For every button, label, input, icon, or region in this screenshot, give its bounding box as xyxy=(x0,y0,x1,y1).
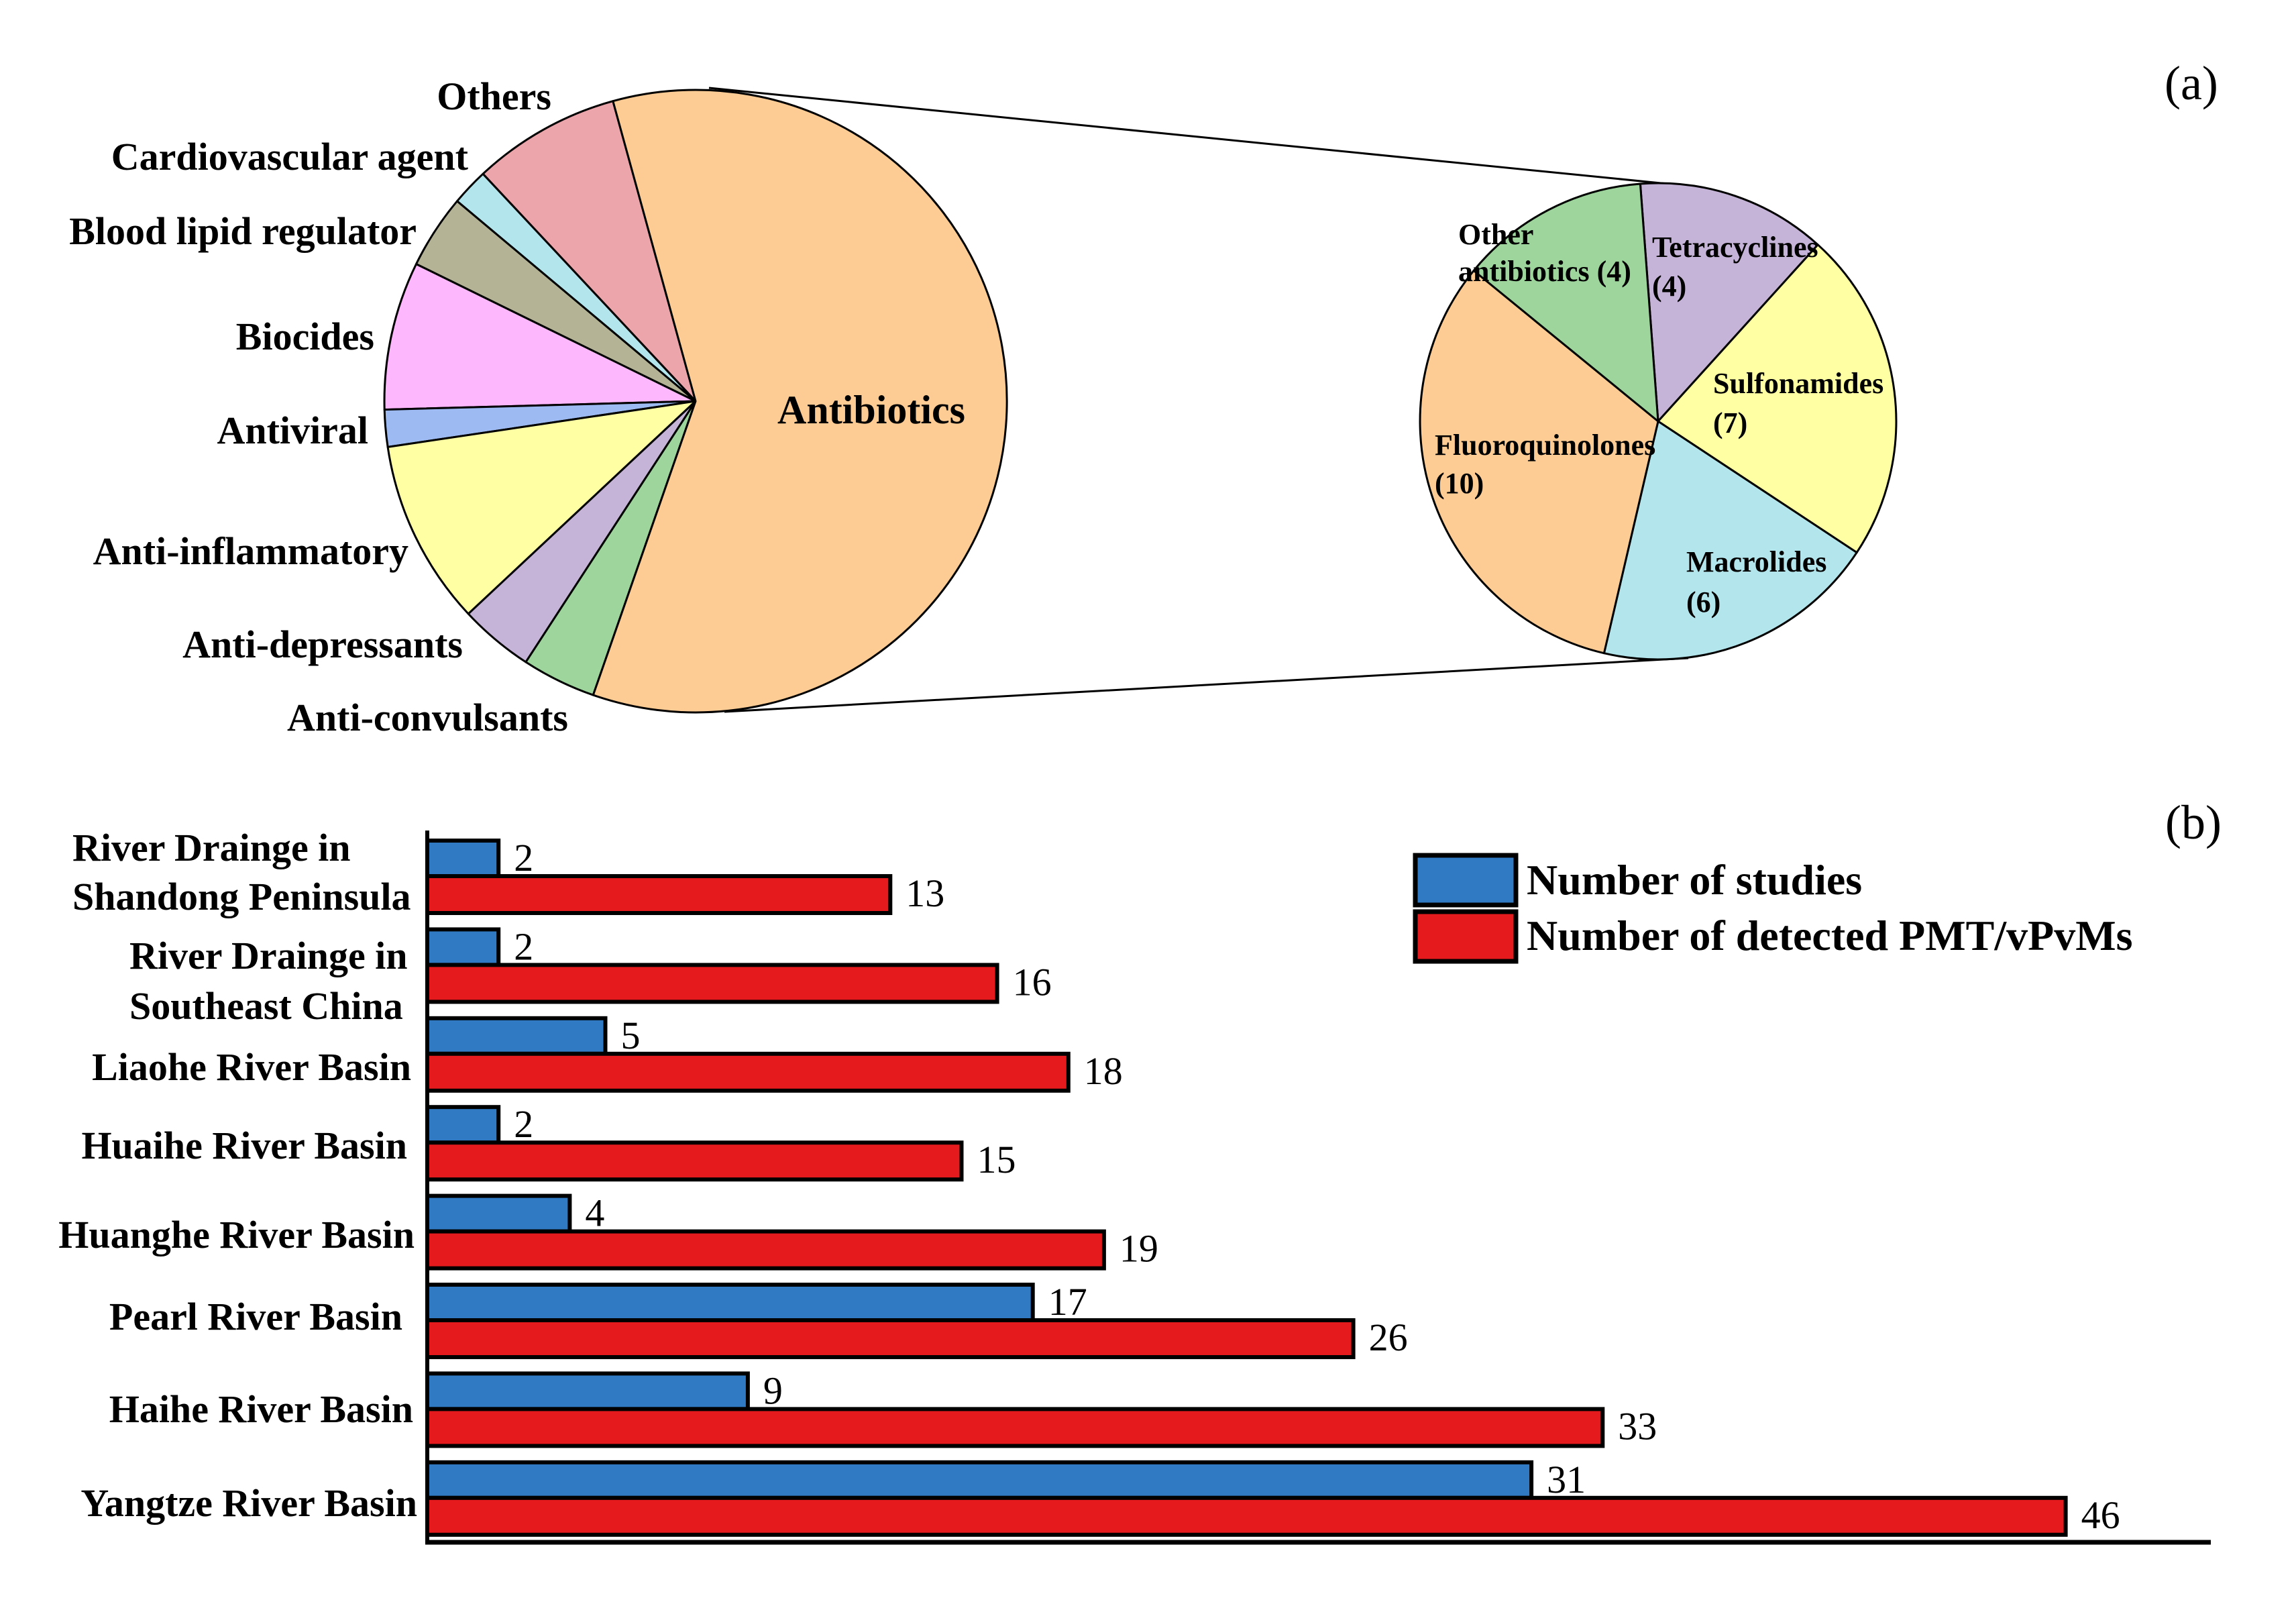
bar-detected-haihe-river-basin xyxy=(425,1407,1605,1448)
inset-pie-slice-fluoroquinolones xyxy=(1419,269,1659,655)
legend-swatch-studies xyxy=(1413,853,1519,908)
inset-pie-slice-other-antibiotics xyxy=(1472,182,1659,423)
value-label-studies-huaihe-river-basin: 2 xyxy=(514,1102,533,1146)
value-label-detected-huanghe-river-basin: 19 xyxy=(1119,1227,1158,1271)
bar-studies-haihe-river-basin xyxy=(425,1371,750,1411)
bar-group-haihe-river-basin: 9 33 Haihe River Basin xyxy=(109,1369,1657,1448)
legend-label-studies: Number of studies xyxy=(1527,856,1862,904)
bar-group-huanghe-river-basin: 4 19 Huanghe River Basin xyxy=(58,1191,1158,1271)
category-label-river-drainge-in-southeast-china-line-2: Southeast China xyxy=(129,984,403,1028)
bar-studies-river-drainge-in-shandong-peninsula xyxy=(425,839,501,878)
value-label-studies-river-drainge-in-southeast-china: 2 xyxy=(514,924,533,968)
pie-label-anti-depressants: Anti-depressants xyxy=(182,623,463,666)
panel-label-a: (a) xyxy=(2165,56,2218,110)
pie-label-antiviral: Antiviral xyxy=(217,409,368,452)
value-label-detected-liaohe-river-basin: 18 xyxy=(1084,1049,1123,1093)
category-label-pearl-river-basin: Pearl River Basin xyxy=(109,1295,402,1338)
main-pie-slice-anti-inflammatory xyxy=(386,400,697,615)
inset-pie-slice-tetracyclines xyxy=(1639,182,1819,423)
panel-label-b: (b) xyxy=(2165,796,2222,849)
inset-count-other-antibiotics: antibiotics (4) xyxy=(1458,255,1631,288)
bar-detected-yangtze-river-basin xyxy=(425,1495,2068,1537)
pie-label-anti-convulsants: Anti-convulsants xyxy=(287,696,568,739)
value-label-detected-river-drainge-in-southeast-china: 16 xyxy=(1013,960,1052,1004)
bar-group-huaihe-river-basin: 2 15 Huaihe River Basin xyxy=(81,1102,1016,1182)
legend: Number of studies Number of detected PMT… xyxy=(1413,853,2133,964)
inset-label-sulfonamides: Sulfonamides xyxy=(1713,367,1883,400)
inset-label-fluoroquinolones: Fluoroquinolones xyxy=(1435,429,1655,462)
category-label-huanghe-river-basin: Huanghe River Basin xyxy=(58,1213,415,1257)
value-label-detected-river-drainge-in-shandong-peninsula: 13 xyxy=(906,871,944,915)
bar-group-river-drainge-in-shandong-peninsula: 2 13 River Drainge in Shandong Peninsula xyxy=(72,826,944,918)
inset-count-sulfonamides: (7) xyxy=(1713,407,1747,439)
inset-label-other-antibiotics: Other xyxy=(1458,218,1533,251)
category-label-yangtze-river-basin: Yangtze River Basin xyxy=(80,1481,417,1525)
value-label-detected-yangtze-river-basin: 46 xyxy=(2081,1493,2120,1537)
legend-label-detected: Number of detected PMT/vPvMs xyxy=(1527,912,2133,959)
pie-label-antibiotics: Antibiotics xyxy=(777,388,965,432)
inset-pie-slice-sulfonamides xyxy=(1657,244,1898,554)
bar-detected-river-drainge-in-shandong-peninsula xyxy=(425,874,893,915)
category-label-river-drainge-in-shandong-peninsula-line-2: Shandong Peninsula xyxy=(72,875,411,918)
bar-detected-liaohe-river-basin xyxy=(425,1051,1071,1093)
pie-label-anti-inflammatory: Anti-inflammatory xyxy=(93,529,408,573)
bar-group-pearl-river-basin: 17 26 Pearl River Basin xyxy=(109,1280,1408,1359)
value-label-studies-haihe-river-basin: 9 xyxy=(763,1369,783,1412)
bar-studies-river-drainge-in-southeast-china xyxy=(425,927,501,967)
category-label-haihe-river-basin: Haihe River Basin xyxy=(109,1387,413,1431)
pie-label-blood-lipid-regulator: Blood lipid regulator xyxy=(69,209,417,253)
value-label-studies-pearl-river-basin: 17 xyxy=(1048,1280,1087,1324)
bar-detected-river-drainge-in-southeast-china xyxy=(425,963,999,1004)
antibiotics-pie-chart xyxy=(1419,182,1898,661)
bar-studies-huaihe-river-basin xyxy=(425,1105,501,1145)
value-label-studies-river-drainge-in-shandong-peninsula: 2 xyxy=(514,836,533,879)
main-pie-slice-antibiotics xyxy=(592,89,1008,714)
pie-label-cardiovascular-agent: Cardiovascular agent xyxy=(111,135,469,178)
inset-pie-slice-macrolides xyxy=(1602,420,1858,661)
inset-label-macrolides: Macrolides xyxy=(1686,545,1826,578)
panel-a: Others Cardiovascular agent Blood lipid … xyxy=(69,56,2218,739)
bar-studies-huanghe-river-basin xyxy=(425,1193,572,1234)
bar-studies-liaohe-river-basin xyxy=(425,1016,608,1056)
bar-studies-yangtze-river-basin xyxy=(425,1460,1534,1500)
value-label-detected-haihe-river-basin: 33 xyxy=(1618,1404,1657,1448)
connector-line-bottom xyxy=(724,657,1689,713)
bar-group-river-drainge-in-southeast-china: 2 16 River Drainge in Southeast China xyxy=(129,924,1052,1028)
main-pie-slice-biocides xyxy=(383,263,697,411)
bar-detected-pearl-river-basin xyxy=(425,1318,1356,1359)
value-label-studies-yangtze-river-basin: 31 xyxy=(1547,1458,1586,1501)
category-label-river-drainge-in-shandong-peninsula-line-1: River Drainge in xyxy=(72,826,351,869)
category-label-huaihe-river-basin: Huaihe River Basin xyxy=(81,1124,407,1167)
category-label-liaohe-river-basin: Liaohe River Basin xyxy=(92,1045,411,1089)
pie-label-others: Others xyxy=(437,74,551,118)
panel-b: (b) 2 13 River Drainge in Shandong Peninsul… xyxy=(58,796,2222,1545)
bar-detected-huaihe-river-basin xyxy=(425,1140,964,1182)
bar-group-yangtze-river-basin: 31 46 Yangtze River Basin xyxy=(80,1458,2120,1537)
value-label-detected-huaihe-river-basin: 15 xyxy=(977,1138,1016,1181)
inset-label-tetracyclines: Tetracyclines xyxy=(1652,231,1818,264)
bar-detected-huanghe-river-basin xyxy=(425,1229,1106,1271)
legend-swatch-detected xyxy=(1413,909,1519,964)
bar-studies-pearl-river-basin xyxy=(425,1283,1035,1322)
connector-line-top xyxy=(708,87,1668,185)
value-label-studies-liaohe-river-basin: 5 xyxy=(621,1014,641,1057)
inset-count-tetracyclines: (4) xyxy=(1652,270,1686,303)
value-label-studies-huanghe-river-basin: 4 xyxy=(585,1191,604,1235)
main-pie-chart xyxy=(383,89,1008,714)
inset-count-macrolides: (6) xyxy=(1686,586,1720,619)
pie-label-biocides: Biocides xyxy=(236,315,374,358)
inset-count-fluoroquinolones: (10) xyxy=(1435,467,1484,500)
value-label-detected-pearl-river-basin: 26 xyxy=(1369,1316,1408,1359)
bar-group-liaohe-river-basin: 5 18 Liaohe River Basin xyxy=(92,1014,1123,1093)
category-label-river-drainge-in-southeast-china-line-1: River Drainge in xyxy=(129,934,408,977)
main-pie-slice-others xyxy=(482,100,697,403)
